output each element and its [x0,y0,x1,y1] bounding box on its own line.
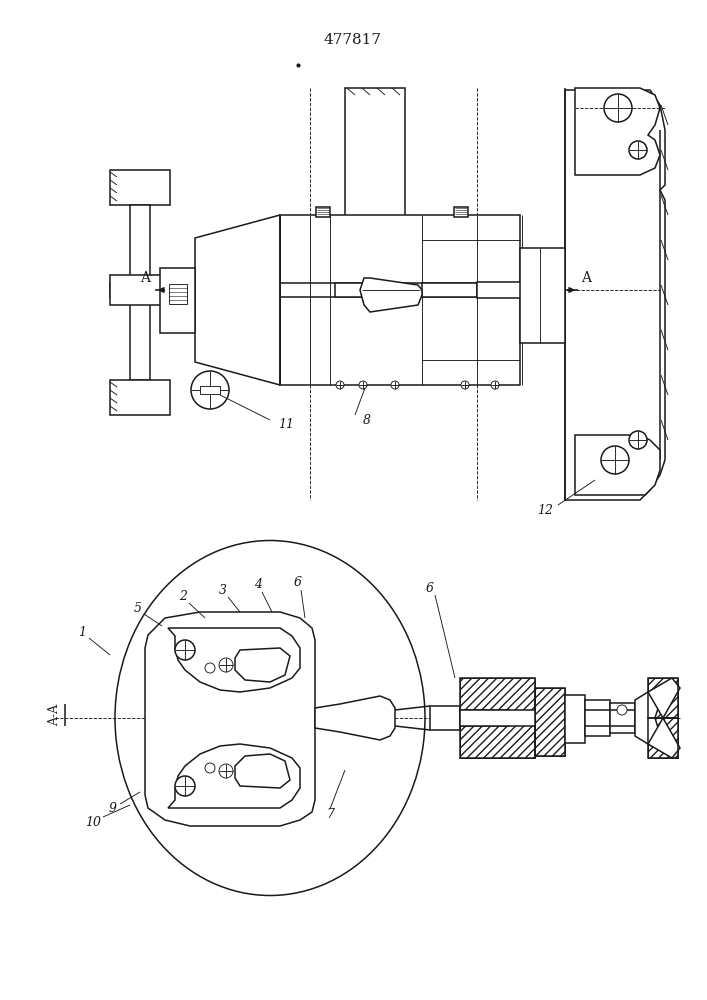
Polygon shape [565,90,665,500]
Text: 6: 6 [294,576,302,589]
Circle shape [604,94,632,122]
Circle shape [191,371,229,409]
Bar [335,283,365,297]
Bar [430,706,460,730]
Circle shape [359,381,367,389]
Bar [460,710,535,726]
Bar [648,678,678,718]
Bar [316,207,330,217]
Polygon shape [635,692,660,744]
Circle shape [617,705,627,715]
Text: 9: 9 [109,802,117,814]
Text: 7: 7 [326,808,334,822]
Bar [169,284,187,304]
Circle shape [219,658,233,672]
Bar [460,678,535,758]
Polygon shape [195,215,280,385]
Bar [648,718,678,758]
Text: 5: 5 [134,601,142,614]
Bar [110,170,170,205]
Circle shape [175,640,195,660]
Polygon shape [235,754,290,788]
Text: 1: 1 [78,626,86,639]
Bar [477,282,522,298]
Bar [110,380,170,415]
Bar [535,688,565,756]
Circle shape [629,431,647,449]
Text: 2: 2 [179,589,187,602]
Polygon shape [145,612,315,826]
Circle shape [219,764,233,778]
Bar [130,205,150,380]
Bar [160,268,195,333]
Polygon shape [168,628,300,692]
Text: 477817: 477817 [324,33,382,47]
Polygon shape [575,88,660,175]
Bar [648,678,678,718]
Text: 12: 12 [537,504,553,516]
Circle shape [491,381,499,389]
Polygon shape [235,648,290,682]
Text: A: A [140,271,150,285]
Text: 3: 3 [219,584,227,596]
Bar [110,275,180,305]
Text: 4: 4 [254,578,262,591]
Text: A: A [581,271,591,285]
Bar [460,678,535,758]
Text: A-A: A-A [49,704,62,726]
Circle shape [601,446,629,474]
Bar [345,88,405,238]
Polygon shape [575,435,660,495]
Circle shape [205,663,215,673]
Circle shape [461,381,469,389]
Polygon shape [315,696,395,740]
Circle shape [175,776,195,796]
Text: 8: 8 [363,414,371,428]
Bar [454,207,468,217]
Text: 6: 6 [426,582,434,594]
Bar [610,703,635,733]
Text: 11: 11 [278,418,294,432]
Bar [535,688,565,756]
Bar [565,695,585,743]
Circle shape [205,763,215,773]
Bar [422,283,477,297]
Polygon shape [168,744,300,808]
Circle shape [629,141,647,159]
Bar [200,386,220,394]
Polygon shape [648,718,680,758]
Ellipse shape [115,540,425,896]
Polygon shape [360,278,422,312]
Text: 10: 10 [85,816,101,828]
Bar [585,700,610,736]
Circle shape [336,381,344,389]
Bar [520,248,565,343]
Circle shape [391,381,399,389]
Bar [522,281,542,299]
Bar [280,215,520,385]
Polygon shape [648,678,680,718]
Bar [648,718,678,758]
